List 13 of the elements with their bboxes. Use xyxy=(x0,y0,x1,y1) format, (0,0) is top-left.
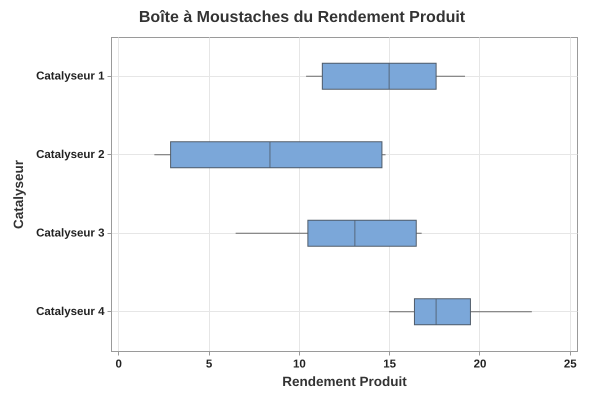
y-tick-label: Catalyseur 4 xyxy=(36,306,106,318)
x-tick-label: 25 xyxy=(564,358,578,370)
chart-title: Boîte à Moustaches du Rendement Produit xyxy=(138,9,466,26)
y-tick-label: Catalyseur 3 xyxy=(36,227,104,240)
x-tick-label: 10 xyxy=(292,358,306,370)
y-axis-title: Catalyseur xyxy=(11,159,26,230)
y-tick-label: Catalyseur 1 xyxy=(36,70,106,82)
x-tick-label: 15 xyxy=(383,358,397,370)
x-tick-label: 5 xyxy=(206,358,213,370)
x-axis-title: Rendement Produit xyxy=(282,374,408,389)
x-tick-label: 0 xyxy=(116,358,122,370)
x-tick-label: 20 xyxy=(474,358,486,370)
y-tick-label: Catalyseur 2 xyxy=(36,148,104,161)
